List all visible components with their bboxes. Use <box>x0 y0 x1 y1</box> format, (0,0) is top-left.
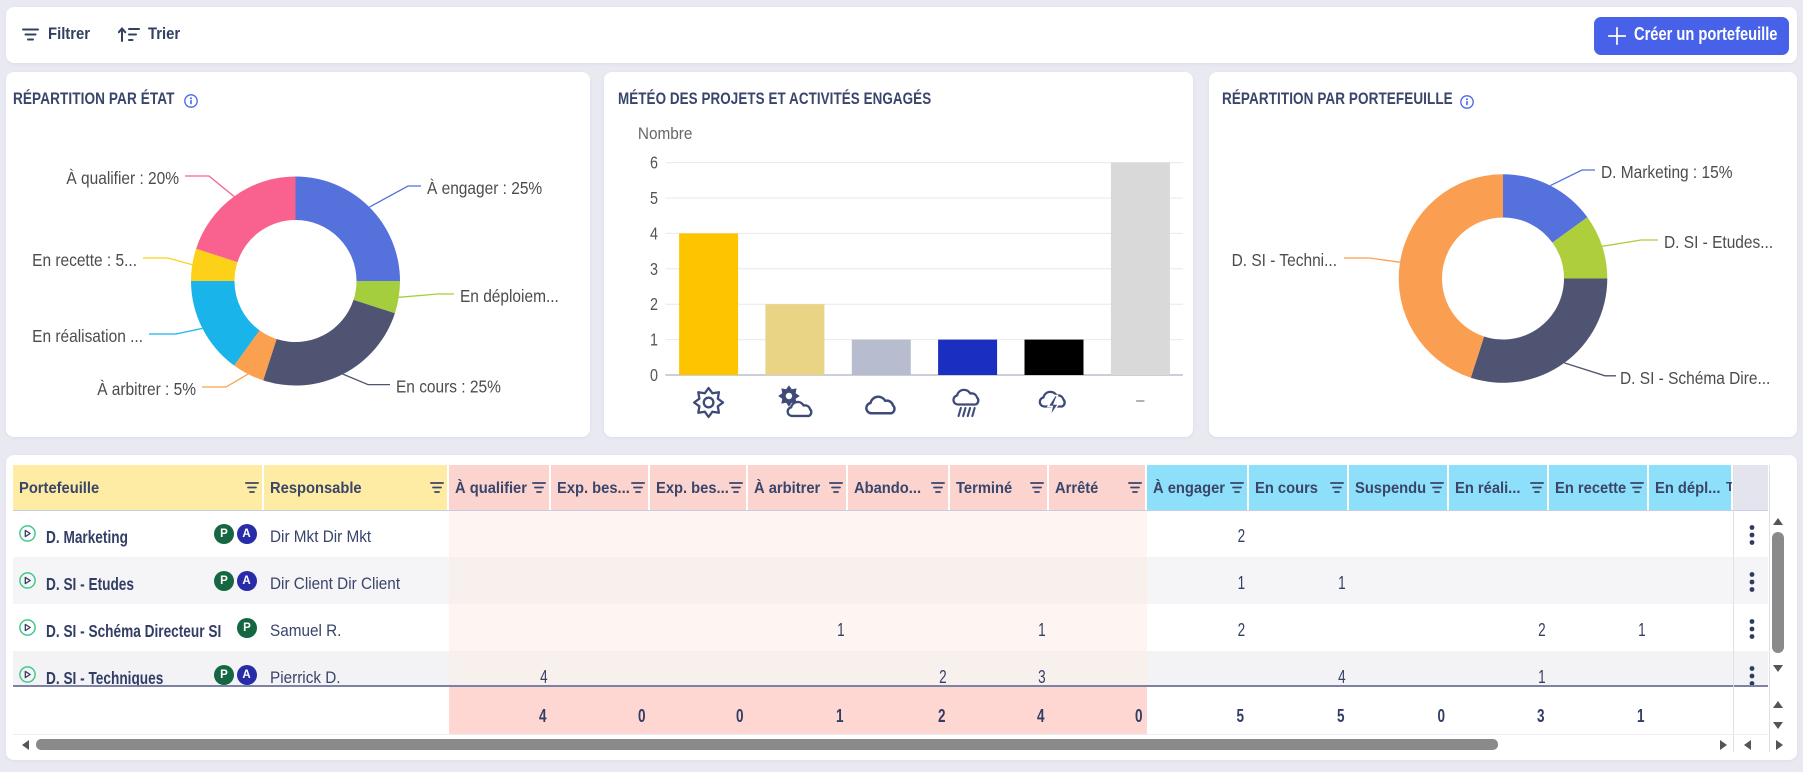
svg-text:À engager : 25%: À engager : 25% <box>427 178 542 198</box>
svg-text:2: 2 <box>650 296 658 315</box>
svg-text:6: 6 <box>650 154 658 173</box>
svg-text:0: 0 <box>650 367 658 386</box>
svg-text:1: 1 <box>650 331 658 350</box>
svg-text:4: 4 <box>650 225 658 244</box>
svg-text:–: – <box>1136 392 1145 409</box>
svg-text:3: 3 <box>650 261 658 280</box>
svg-text:5: 5 <box>650 190 658 209</box>
svg-text:En recette : 5...: En recette : 5... <box>32 250 137 270</box>
svg-text:À arbitrer : 5%: À arbitrer : 5% <box>97 379 196 399</box>
svg-text:Nombre: Nombre <box>638 126 693 144</box>
svg-text:À qualifier : 20%: À qualifier : 20% <box>66 168 179 188</box>
svg-text:D. SI - Techni...: D. SI - Techni... <box>1232 250 1337 270</box>
svg-text:En cours : 25%: En cours : 25% <box>396 377 501 397</box>
svg-text:D. SI - Schéma Dire...: D. SI - Schéma Dire... <box>1620 368 1770 388</box>
svg-text:D. Marketing : 15%: D. Marketing : 15% <box>1601 162 1733 182</box>
svg-text:En déploiem...: En déploiem... <box>460 286 559 306</box>
svg-text:D. SI - Etudes...: D. SI - Etudes... <box>1664 232 1773 252</box>
svg-text:En réalisation ...: En réalisation ... <box>32 326 143 346</box>
